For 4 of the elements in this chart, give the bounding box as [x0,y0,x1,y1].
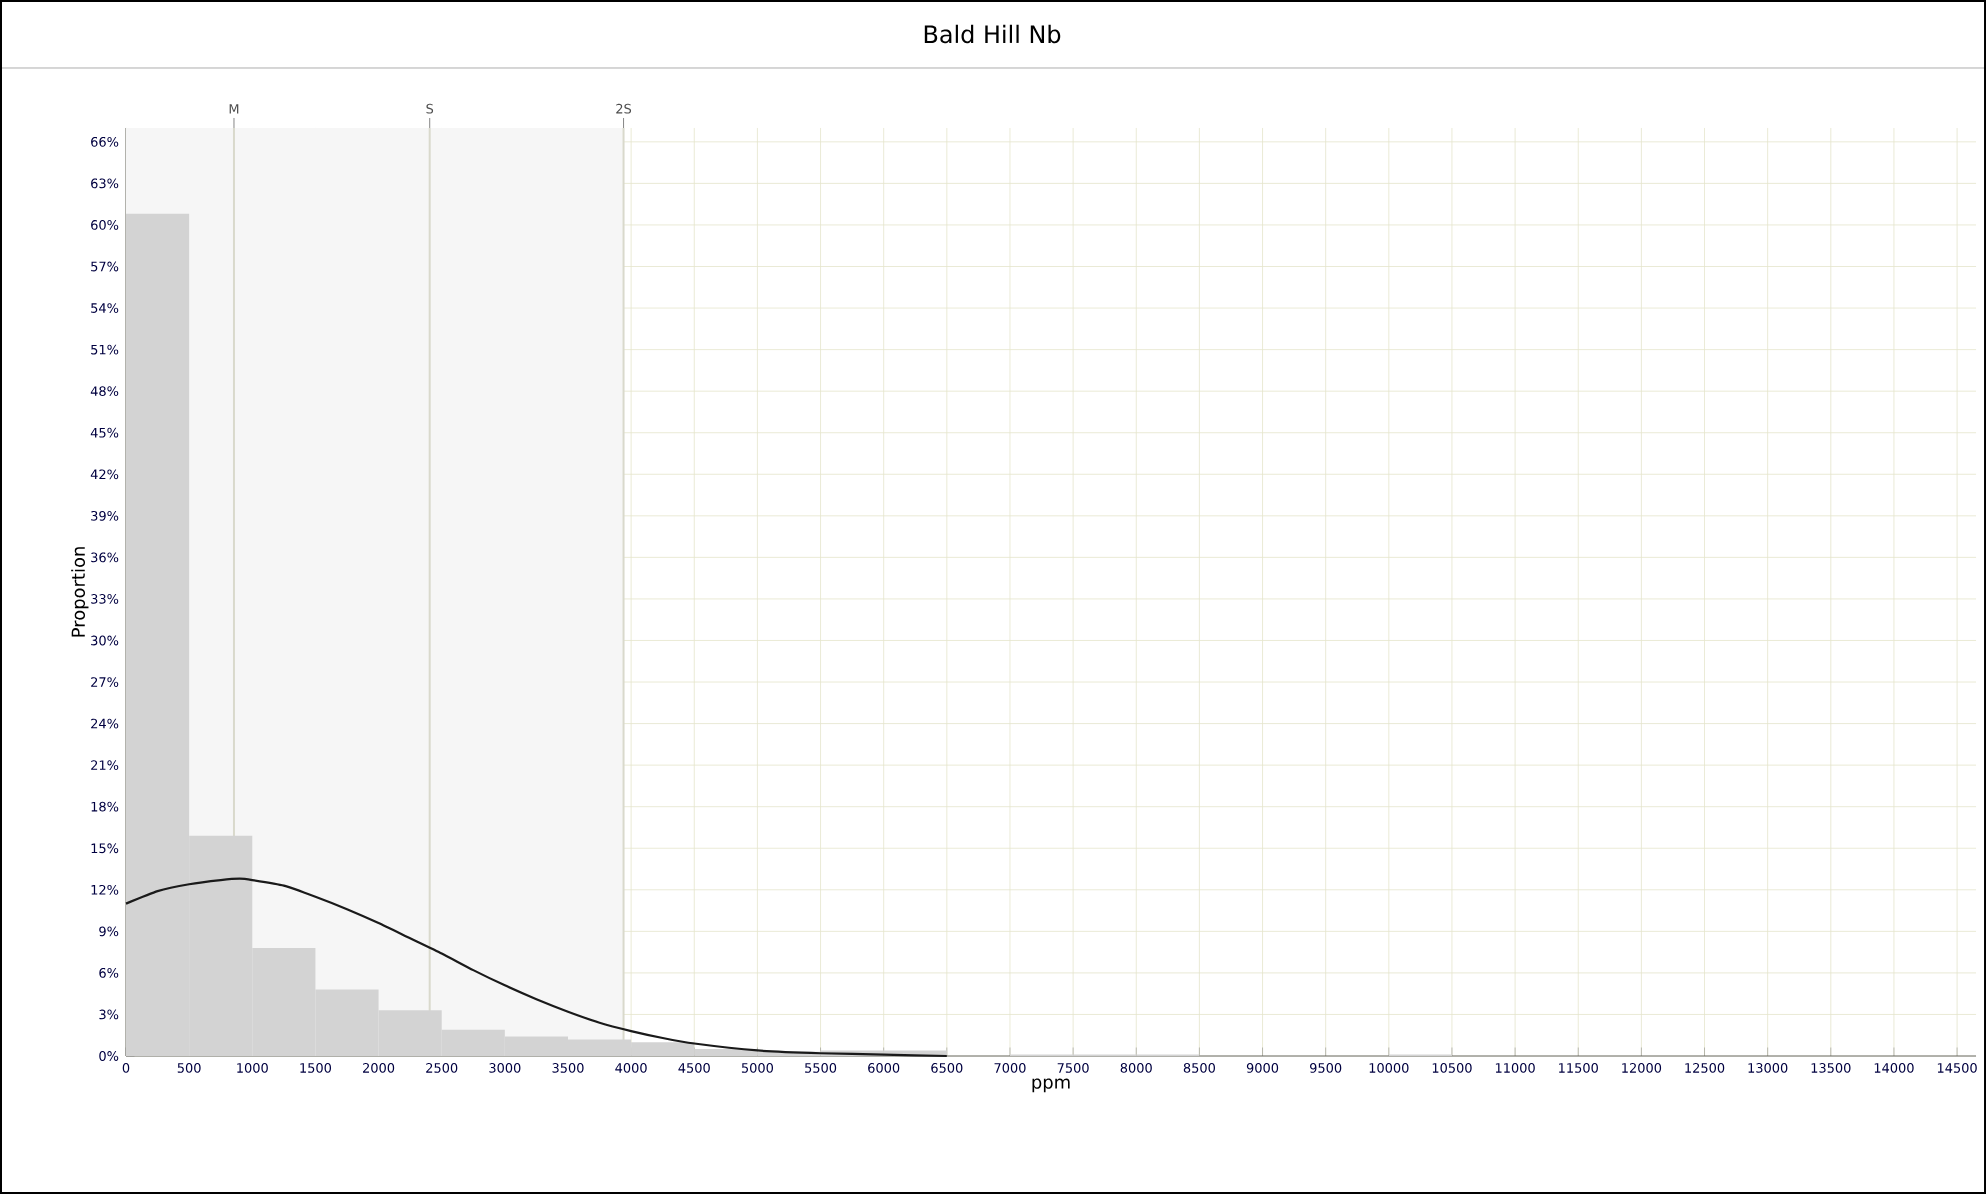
line-series [124,877,948,1058]
chart-title: Bald Hill Nb [924,24,1061,44]
x-axis-title: ppm [1032,1078,1070,1093]
y-axis-title: Proportion [71,547,89,637]
